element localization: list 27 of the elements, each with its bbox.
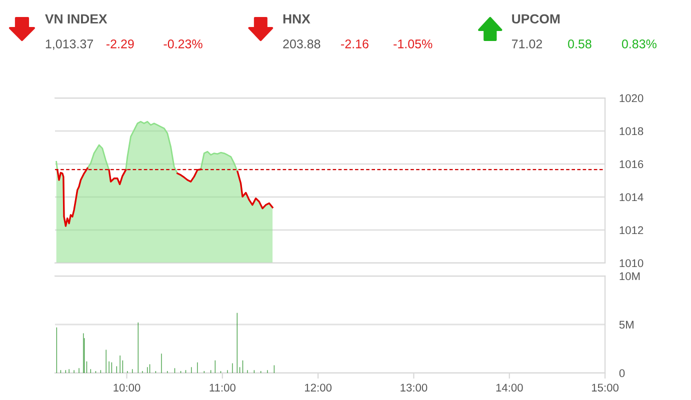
y-tick-label: 5M	[619, 320, 634, 329]
y-tick-label: 1014	[620, 193, 644, 202]
y-tick-label: 10M	[620, 272, 640, 280]
y-tick-label: 1016	[620, 160, 644, 168]
text: -1.05%	[394, 40, 432, 48]
x-tick-label: 12:00	[305, 384, 332, 392]
text: 203.88	[283, 40, 320, 48]
text: -2.29	[106, 40, 134, 48]
text: -2.16	[341, 40, 368, 48]
y-tick-label: 1012	[620, 226, 644, 234]
text: VN INDEX	[45, 14, 108, 24]
text: 0.58	[568, 40, 592, 48]
x-tick-label: 14:00	[496, 384, 523, 392]
y-tick-label: 0	[619, 369, 625, 378]
y-tick-label: 1020	[620, 94, 644, 102]
x-tick-label: 11:00	[210, 384, 236, 392]
y-tick-label: 1018	[620, 127, 644, 136]
text: 0.83%	[622, 40, 656, 48]
text: 71.02	[512, 40, 542, 48]
text: 1,013.37	[46, 40, 93, 50]
x-tick-label: 13:00	[400, 384, 428, 392]
text: UPCOM	[512, 14, 560, 24]
x-tick-label: 15:00	[592, 384, 619, 392]
y-tick-label: 1010	[620, 259, 644, 268]
text: HNX	[283, 14, 310, 24]
text: -0.23%	[164, 40, 202, 48]
x-tick-label: 10:00	[114, 384, 140, 392]
